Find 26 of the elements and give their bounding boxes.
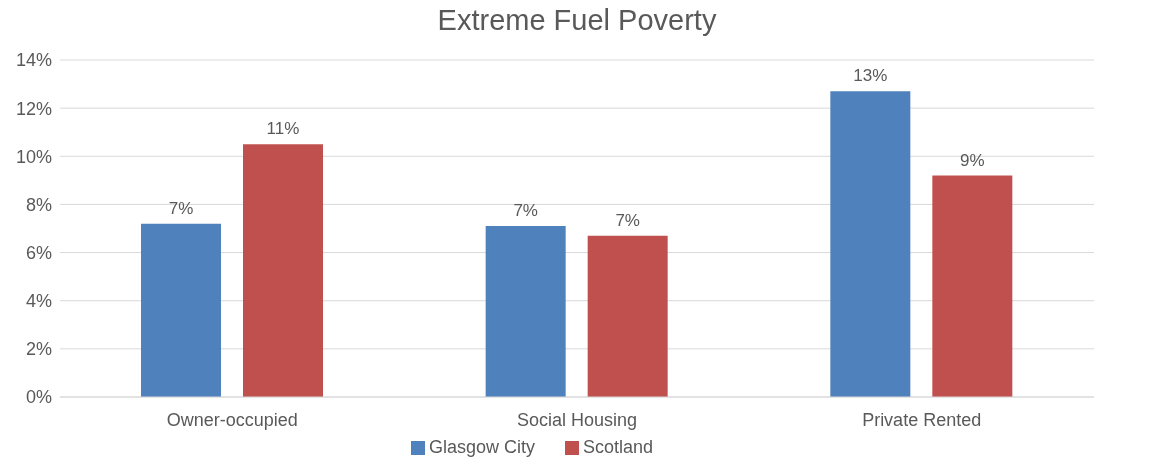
data-label: 13% [853, 66, 888, 86]
data-label: 7% [513, 201, 538, 221]
legend-label: Scotland [582, 437, 654, 457]
y-tick-label: 2% [25, 339, 52, 360]
data-label: 7% [615, 210, 640, 230]
y-tick-label: 8% [25, 194, 52, 215]
x-tick-label: Owner-occupied [166, 409, 298, 430]
x-tick-label: Social Housing [516, 409, 638, 430]
x-tick-label: Private Rented [862, 409, 982, 430]
bar [485, 226, 566, 397]
legend-label: Glasgow City [428, 437, 535, 457]
y-tick-label: 6% [25, 242, 52, 263]
data-label: 7% [168, 198, 194, 218]
bar [932, 175, 1013, 397]
y-tick-label: 4% [25, 291, 52, 312]
y-tick-label: 10% [15, 146, 52, 167]
y-tick-label: 12% [15, 98, 52, 119]
bar [141, 223, 221, 397]
data-label: 11% [266, 119, 300, 139]
y-tick-label: 14% [15, 50, 52, 71]
bar [243, 144, 323, 397]
y-tick-label: 0% [25, 387, 52, 408]
bar [587, 235, 668, 397]
data-label: 9% [960, 150, 985, 170]
bar [830, 91, 911, 397]
chart-title: Extreme Fuel Poverty [436, 3, 718, 38]
